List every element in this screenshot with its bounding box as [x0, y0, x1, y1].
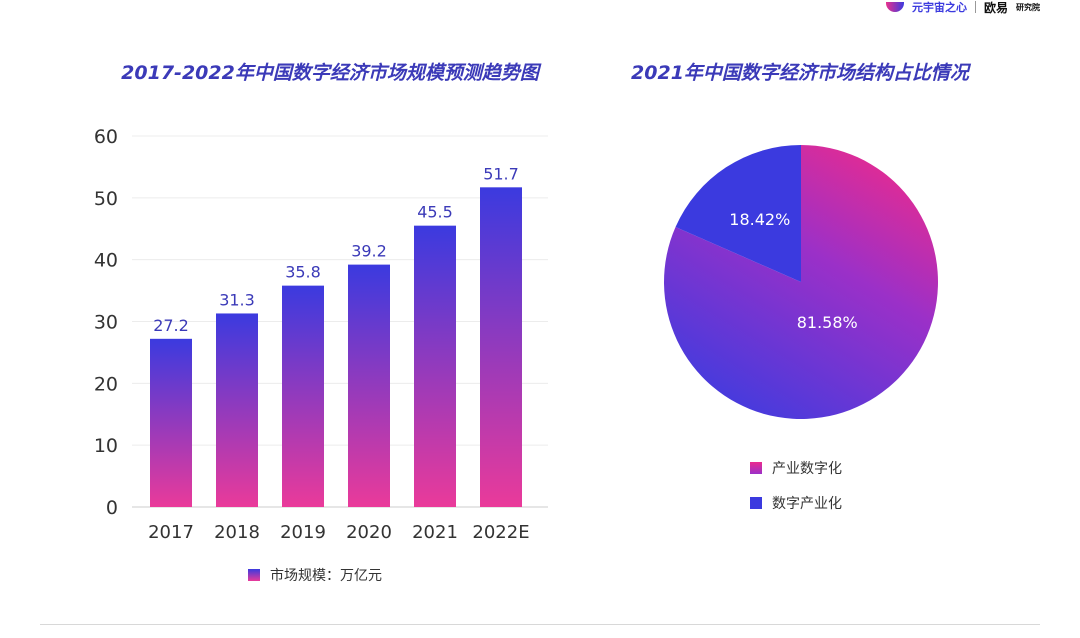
bar: [414, 225, 456, 508]
header-logos: 元宇宙之心 欧易 研究院: [885, 0, 1040, 15]
brand-name-2-sub: 研究院: [1016, 2, 1040, 12]
pie-legend-item-1: 产业数字化: [750, 458, 842, 478]
bar: [216, 313, 258, 507]
pie-slice-label: 81.58%: [797, 313, 858, 332]
x-tick-label: 2018: [214, 522, 260, 543]
bar-legend-label: 市场规模：万亿元: [270, 568, 382, 584]
bar: [150, 338, 192, 507]
footer-divider: [40, 624, 1040, 625]
x-tick-label: 2022E: [472, 522, 529, 543]
y-tick-label: 50: [94, 188, 118, 210]
logo-divider: [974, 1, 976, 13]
pie-legend-item-2: 数字产业化: [750, 493, 842, 513]
bar: [480, 187, 522, 508]
bar-chart-title: 2017-2022年中国数字经济市场规模预测趋势图: [121, 62, 539, 84]
pie-slice: [675, 145, 801, 282]
x-tick-label: 2017: [148, 522, 194, 543]
pie-legend-swatch-1: [750, 462, 762, 474]
bar-grid: 0 10 20 30 40 50 60: [94, 126, 548, 519]
y-tick-label: 60: [94, 126, 118, 148]
bar-legend-swatch: [248, 569, 260, 581]
brand-name-2: 欧易: [983, 0, 1008, 15]
y-tick-label: 0: [106, 497, 118, 519]
brand-logo-icon: [885, 2, 904, 12]
pie-legend-swatch-2: [750, 497, 762, 509]
y-tick-label: 40: [94, 250, 118, 272]
y-tick-label: 10: [94, 435, 118, 457]
pie-legend-label-2: 数字产业化: [772, 496, 842, 512]
x-tick-label: 2019: [280, 522, 326, 543]
brand-name-1: 元宇宙之心: [911, 1, 967, 14]
bar-value-label: 39.2: [351, 242, 387, 261]
pie-marks: 81.58% 18.42%: [664, 145, 938, 420]
bar-value-label: 31.3: [219, 290, 255, 309]
bar-value-label: 35.8: [285, 263, 321, 282]
y-tick-label: 20: [94, 373, 118, 395]
y-tick-label: 30: [94, 312, 118, 334]
bar-value-label: 45.5: [417, 203, 453, 222]
bar: [282, 285, 324, 507]
bar-legend: 市场规模：万亿元: [248, 565, 382, 585]
bar: [348, 264, 390, 507]
bar-value-label: 27.2: [153, 316, 189, 335]
pie-chart-title: 2021年中国数字经济市场结构占比情况: [631, 62, 969, 84]
bar-marks: 27.2 2017 31.3 2018 35.8 2019 39.2 2020 45.5 2021…: [148, 164, 530, 543]
pie-legend-label-1: 产业数字化: [772, 461, 842, 477]
pie-slice-label: 18.42%: [729, 210, 790, 229]
x-tick-label: 2021: [412, 522, 458, 543]
x-tick-label: 2020: [346, 522, 392, 543]
bar-value-label: 51.7: [483, 164, 519, 183]
